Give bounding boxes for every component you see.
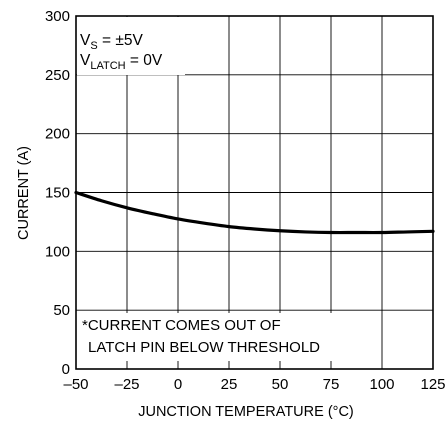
tick-labels: –50 –25 0 25 50 75 100 125 0 50 100 150 200 250 300 — [45, 8, 446, 393]
grid-lines — [76, 16, 433, 369]
annotation-backgrounds — [77, 17, 357, 361]
x-tick-label: 125 — [420, 376, 445, 393]
svg-text:VS = ±5V: VS = ±5V — [80, 32, 143, 52]
cond-vs-main: V — [80, 32, 91, 49]
footnote: *CURRENT COMES OUT OF LATCH PIN BELOW TH… — [82, 317, 320, 356]
cond-vlatch-value: = 0V — [126, 52, 163, 69]
footnote-line-2: LATCH PIN BELOW THRESHOLD — [88, 339, 320, 356]
x-tick-label: 50 — [272, 376, 289, 393]
y-tick-label: 50 — [53, 302, 70, 319]
x-tick-label: 0 — [174, 376, 182, 393]
conditions-background — [77, 17, 185, 75]
conditions-label: VS = ±5V VLATCH = 0V — [80, 32, 163, 72]
svg-text:VLATCH = 0V: VLATCH = 0V — [80, 52, 163, 72]
y-tick-label: 250 — [45, 67, 70, 84]
cond-vlatch-sub: LATCH — [90, 60, 125, 72]
cond-vs-sub: S — [90, 40, 97, 52]
y-tick-label: 200 — [45, 126, 70, 143]
data-series — [74, 190, 435, 235]
x-tick-label: –25 — [114, 376, 139, 393]
y-tick-label: 100 — [45, 243, 70, 260]
series-line — [74, 190, 435, 235]
x-tick-label: 25 — [221, 376, 238, 393]
x-axis-title: JUNCTION TEMPERATURE (°C) — [138, 404, 354, 420]
cond-vlatch-main: V — [80, 52, 91, 69]
y-tick-label: 150 — [45, 185, 70, 202]
x-tick-label: 100 — [369, 376, 394, 393]
cond-vs-value: = ±5V — [98, 32, 144, 49]
y-tick-label: 300 — [45, 8, 70, 25]
x-tick-label: –50 — [63, 376, 88, 393]
footnote-background — [77, 313, 357, 361]
x-tick-label: 75 — [323, 376, 340, 393]
footnote-line-1: *CURRENT COMES OUT OF — [82, 317, 281, 334]
y-tick-label: 0 — [62, 361, 70, 378]
y-axis-title: CURRENT (A) — [16, 146, 32, 240]
